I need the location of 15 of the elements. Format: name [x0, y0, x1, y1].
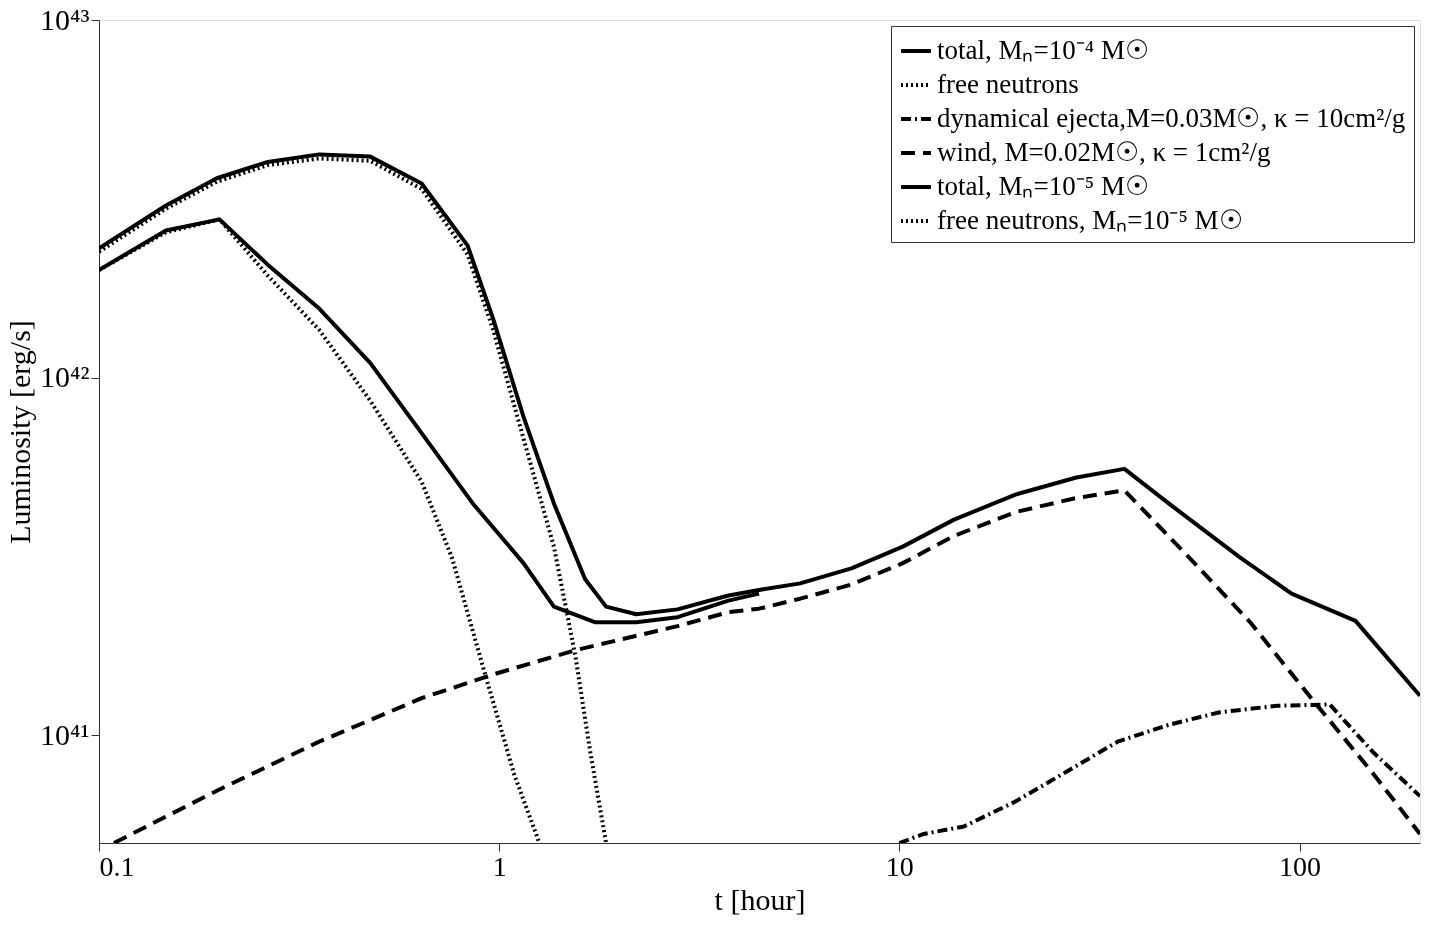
- x-tick-label: 0.1: [99, 850, 135, 882]
- y-tick-label: 10⁴³: [40, 2, 90, 36]
- x-tick-label: 1: [492, 850, 507, 882]
- legend-label: total, Mₙ=10⁻⁴ M☉: [937, 35, 1149, 65]
- x-tick-label: 10: [885, 850, 914, 882]
- y-tick-label: 10⁴¹: [40, 717, 90, 751]
- y-tick-label: 10⁴²: [40, 360, 90, 394]
- legend-label: wind, M=0.02M☉, κ = 1cm²/g: [937, 137, 1271, 167]
- legend-label: free neutrons: [937, 69, 1079, 99]
- x-tick-label: 100: [1279, 850, 1322, 882]
- legend-label: total, Mₙ=10⁻⁵ M☉: [937, 171, 1149, 201]
- legend-label: free neutrons, Mₙ=10⁻⁵ M☉: [937, 205, 1243, 235]
- y-axis-title: Luminosity [erg/s]: [3, 320, 37, 544]
- x-axis-title: t [hour]: [714, 882, 806, 916]
- legend-label: dynamical ejecta,M=0.03M☉, κ = 10cm²/g: [937, 103, 1406, 133]
